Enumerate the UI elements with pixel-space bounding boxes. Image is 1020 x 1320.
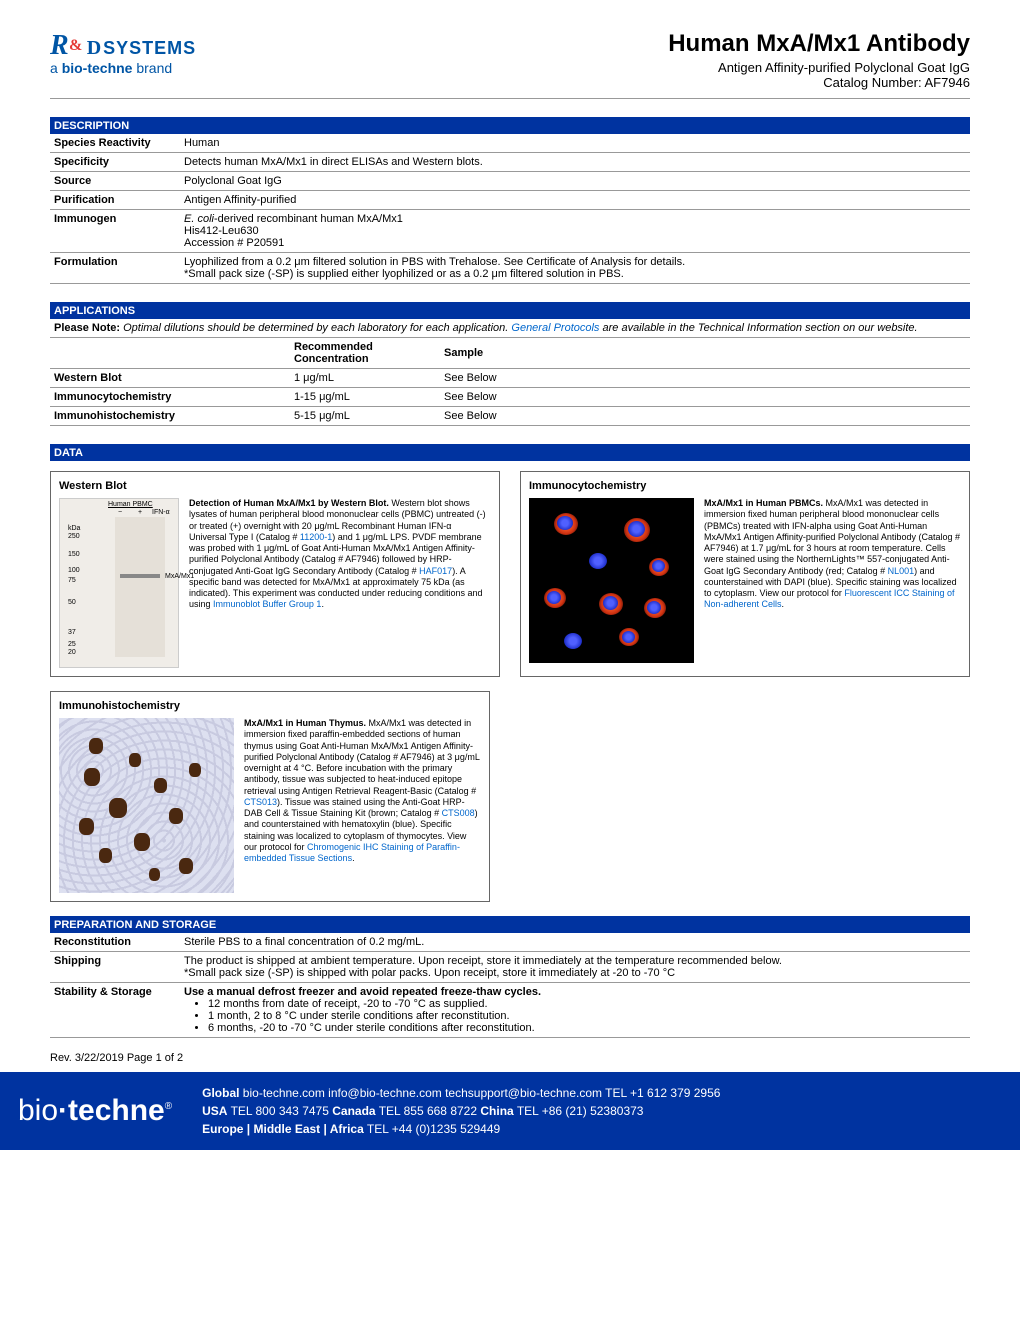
table-header: Recommended Concentration Sample xyxy=(50,338,970,369)
table-row: SourcePolyclonal Goat IgG xyxy=(50,172,970,191)
data-row-2: Immunohistochemistry xyxy=(50,691,970,902)
ihc-card: Immunohistochemistry xyxy=(50,691,490,902)
icc-image xyxy=(529,498,694,663)
table-row: ShippingThe product is shipped at ambien… xyxy=(50,952,970,983)
applications-note: Please Note: Optimal dilutions should be… xyxy=(50,319,970,338)
catalog-link[interactable]: NL001 xyxy=(888,566,915,576)
footer-contact: Global bio-techne.com info@bio-techne.co… xyxy=(202,1084,720,1138)
logo-subtitle: a bio-techne brand xyxy=(50,60,196,76)
protocol-link[interactable]: Immunoblot Buffer Group 1 xyxy=(213,599,321,609)
header-right: Human MxA/Mx1 Antibody Antigen Affinity-… xyxy=(668,30,970,90)
prep-heading-row: PREPARATION AND STORAGE xyxy=(50,916,970,933)
ihc-image xyxy=(59,718,234,893)
table-row: Stability & Storage Use a manual defrost… xyxy=(50,983,970,1038)
table-row: PurificationAntigen Affinity-purified xyxy=(50,191,970,210)
description-heading-row: DESCRIPTION xyxy=(50,117,970,134)
prep-heading: PREPARATION AND STORAGE xyxy=(50,917,220,933)
icc-title: Immunocytochemistry xyxy=(529,480,961,492)
list-item: 12 months from date of receipt, -20 to -… xyxy=(208,998,966,1010)
western-blot-card: Western Blot Human PBMC − + IFN-α − + LP… xyxy=(50,471,500,677)
table-row: Western Blot1 μg/mLSee Below xyxy=(50,369,970,388)
table-row: FormulationLyophilized from a 0.2 μm fil… xyxy=(50,253,970,284)
table-row: ReconstitutionSterile PBS to a final con… xyxy=(50,933,970,952)
data-heading-row: DATA xyxy=(50,444,970,461)
ihc-description: MxA/Mx1 in Human Thymus. MxA/Mx1 was det… xyxy=(244,718,481,893)
wb-description: Detection of Human MxA/Mx1 by Western Bl… xyxy=(189,498,491,668)
product-subtitle: Antigen Affinity-purified Polyclonal Goa… xyxy=(668,60,970,75)
applications-table: Please Note: Optimal dilutions should be… xyxy=(50,319,970,426)
applications-heading-row: APPLICATIONS xyxy=(50,302,970,319)
catalog-link[interactable]: 11200-1 xyxy=(300,532,332,542)
catalog-number: Catalog Number: AF7946 xyxy=(668,75,970,90)
catalog-link[interactable]: CTS013 xyxy=(244,797,277,807)
stability-list: 12 months from date of receipt, -20 to -… xyxy=(208,998,966,1034)
svg-text:&: & xyxy=(69,37,82,54)
table-row: SpecificityDetects human MxA/Mx1 in dire… xyxy=(50,153,970,172)
description-heading: DESCRIPTION xyxy=(50,118,133,134)
data-heading: DATA xyxy=(50,445,87,461)
description-table: Species ReactivityHuman SpecificityDetec… xyxy=(50,134,970,284)
applications-heading: APPLICATIONS xyxy=(50,303,139,319)
list-item: 1 month, 2 to 8 °C under sterile conditi… xyxy=(208,1010,966,1022)
icc-card: Immunocytochemistry xyxy=(520,471,970,677)
logo-d: D xyxy=(87,37,101,60)
footer: bio·techne® Global bio-techne.com info@b… xyxy=(0,1072,1020,1150)
divider xyxy=(50,98,970,99)
header: R & D SYSTEMS a bio-techne brand Human M… xyxy=(50,30,970,90)
data-row-1: Western Blot Human PBMC − + IFN-α − + LP… xyxy=(50,471,970,677)
table-row: ImmunogenE. coli-derived recombinant hum… xyxy=(50,210,970,253)
brand-logo: R & D SYSTEMS a bio-techne brand xyxy=(50,30,196,76)
ampersand-icon: & xyxy=(69,36,87,54)
table-row: Immunocytochemistry1-15 μg/mLSee Below xyxy=(50,388,970,407)
logo-r: R xyxy=(50,30,69,62)
general-protocols-link[interactable]: General Protocols xyxy=(511,322,599,334)
revision-info: Rev. 3/22/2019 Page 1 of 2 xyxy=(50,1052,970,1064)
ihc-title: Immunohistochemistry xyxy=(59,700,481,712)
western-blot-image: Human PBMC − + IFN-α − + LPS kDa 250 150… xyxy=(59,498,179,668)
prep-table: ReconstitutionSterile PBS to a final con… xyxy=(50,933,970,1038)
footer-logo: bio·techne® xyxy=(18,1094,172,1128)
catalog-link[interactable]: HAF017 xyxy=(419,566,452,576)
icc-description: MxA/Mx1 in Human PBMCs. MxA/Mx1 was dete… xyxy=(704,498,961,663)
logo-systems: SYSTEMS xyxy=(103,38,196,59)
list-item: 6 months, -20 to -70 °C under sterile co… xyxy=(208,1022,966,1034)
catalog-link[interactable]: CTS008 xyxy=(442,808,475,818)
wb-title: Western Blot xyxy=(59,480,491,492)
table-row: Immunohistochemistry5-15 μg/mLSee Below xyxy=(50,407,970,426)
table-row: Species ReactivityHuman xyxy=(50,134,970,153)
product-title: Human MxA/Mx1 Antibody xyxy=(668,30,970,58)
